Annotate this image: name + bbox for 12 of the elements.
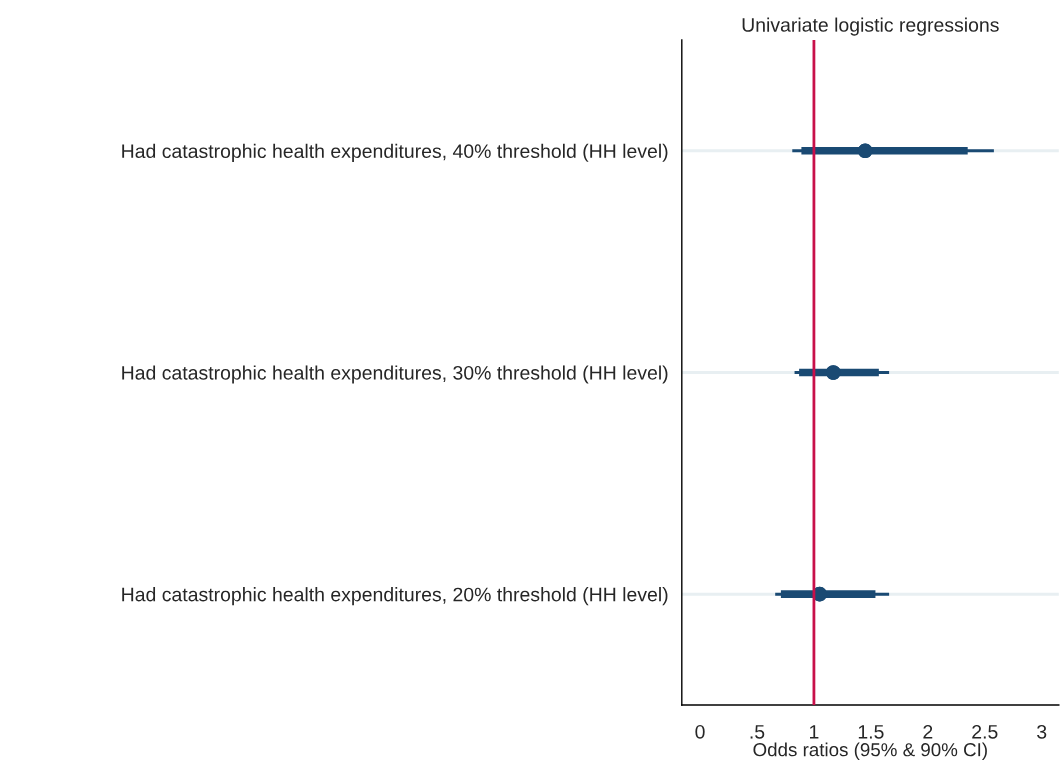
x-tick-label: 1.5 <box>858 725 884 739</box>
x-tick-label: 3 <box>1037 724 1047 739</box>
x-tick-label: 1 <box>810 725 819 739</box>
y-tick-label: Had catastrophic health expenditures, 40% threshold (HH level) <box>122 143 668 162</box>
chart-title: Univariate logistic regressions <box>742 17 999 36</box>
x-tick-label: 0 <box>695 724 705 739</box>
x-tick-label: 2.5 <box>972 724 998 739</box>
x-axis-title: Odds ratios (95% & 90% CI) <box>753 742 987 761</box>
y-tick-label: Had catastrophic health expenditures, 20% threshold (HH level) <box>122 587 668 606</box>
x-tick-label: 2 <box>923 724 933 739</box>
y-tick-label: Had catastrophic health expenditures, 30% threshold (HH level) <box>122 365 668 384</box>
x-tick-label: .5 <box>750 725 765 739</box>
